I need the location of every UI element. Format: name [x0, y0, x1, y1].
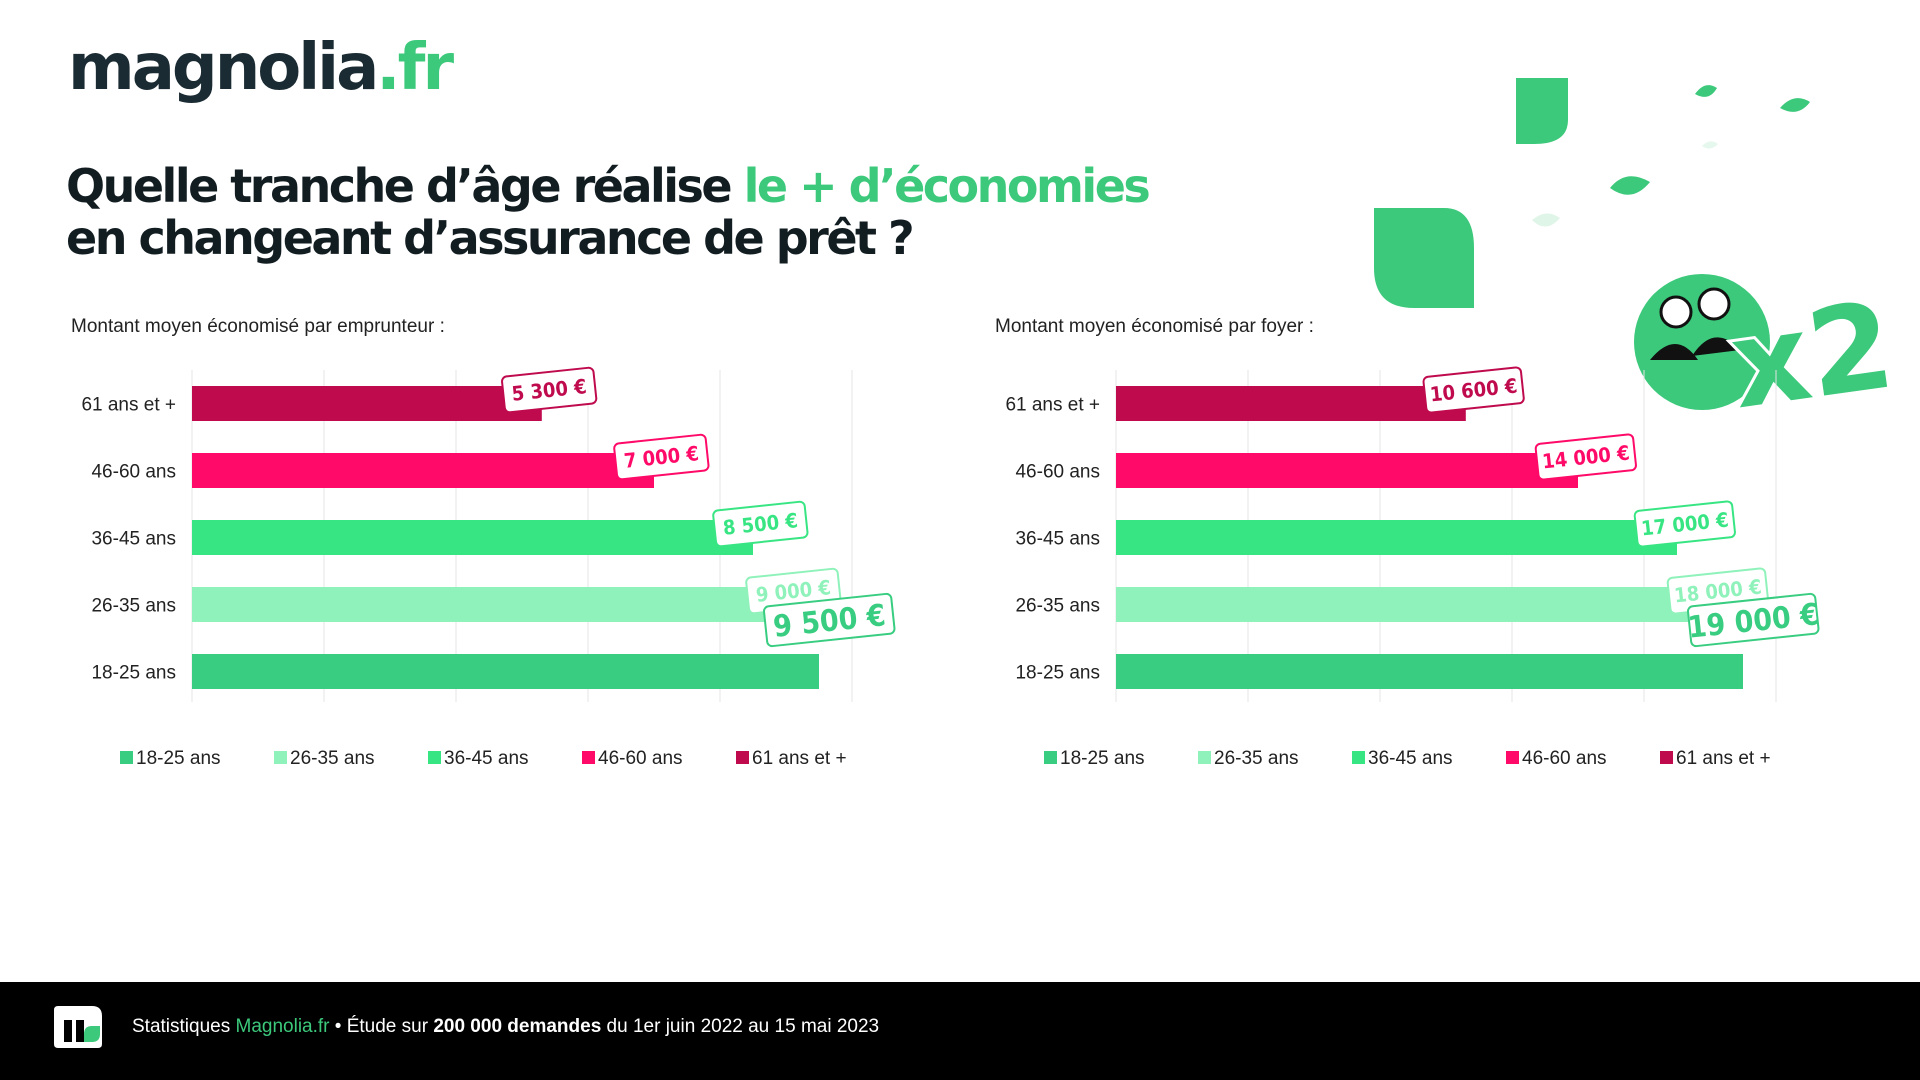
category-label-61-ans-et: 61 ans et +: [81, 395, 176, 416]
category-label-61-ans-et: 61 ans et +: [1005, 395, 1100, 416]
legend-swatch-61-ans-et: [736, 751, 749, 764]
category-label-36-45-ans: 36-45 ans: [1015, 529, 1100, 550]
value-label-36-45-ans: 17 000 €: [1633, 500, 1736, 548]
footer-bar: [0, 982, 1920, 1080]
legend-entry-36-45-ans: 36-45 ans: [444, 748, 529, 769]
chart2-title: Montant moyen économisé par foyer :: [995, 316, 1314, 337]
legend-entry-46-60-ans: 46-60 ans: [598, 748, 683, 769]
page-title: Quelle tranche d’âge réalise le + d’écon…: [66, 159, 1151, 265]
chart-per-borrower: 61 ans et + 5 300 € 46-60 ans 7 000 € 36-45 …: [81, 366, 896, 769]
value-label-36-45-ans: 8 500 €: [712, 500, 809, 548]
decoration-leaves: x2: [1374, 78, 1905, 439]
category-label-18-25-ans: 18-25 ans: [91, 663, 176, 684]
title-part1: Quelle tranche d’âge réalise: [66, 159, 744, 213]
title-line2: en changeant d’assurance de prêt ?: [66, 211, 915, 265]
bar-61-ans-et: [192, 386, 542, 421]
legend-swatch-26-35-ans: [274, 751, 287, 764]
brand-name: magnolia: [68, 31, 379, 105]
legend-swatch-46-60-ans: [1506, 751, 1519, 764]
legend-entry-18-25-ans: 18-25 ans: [1060, 748, 1145, 769]
category-label-46-60-ans: 46-60 ans: [1015, 462, 1100, 483]
chart-per-household: 61 ans et + 10 600 € 46-60 ans 14 000 € 36-4…: [1005, 366, 1821, 769]
category-label-26-35-ans: 26-35 ans: [1015, 596, 1100, 617]
legend-swatch-46-60-ans: [582, 751, 595, 764]
magnolia-m-icon: [54, 1006, 102, 1048]
bar-36-45-ans: [192, 520, 753, 555]
legend-entry-26-35-ans: 26-35 ans: [290, 748, 375, 769]
leaf-icon: [1780, 98, 1810, 112]
legend-entry-61-ans-et: 61 ans et +: [1676, 748, 1771, 769]
bar-46-60-ans: [1116, 453, 1578, 488]
value-label-46-60-ans: 14 000 €: [1534, 433, 1637, 481]
legend-entry-18-25-ans: 18-25 ans: [136, 748, 221, 769]
category-label-36-45-ans: 36-45 ans: [91, 529, 176, 550]
value-label-61-ans-et: 10 600 €: [1422, 366, 1525, 414]
footer-brand-link[interactable]: Magnolia.fr: [235, 1016, 330, 1037]
leaf-icon: [1610, 176, 1650, 195]
legend-entry-61-ans-et: 61 ans et +: [752, 748, 847, 769]
legend-swatch-26-35-ans: [1198, 751, 1211, 764]
person-head-icon: [1659, 295, 1693, 329]
brand-tld: .fr: [376, 31, 454, 105]
leaf-icon: [1516, 78, 1568, 144]
bar-26-35-ans: [1116, 587, 1710, 622]
leaf-icon: [1695, 85, 1717, 97]
bar-18-25-ans: [1116, 654, 1743, 689]
legend-swatch-18-25-ans: [1044, 751, 1057, 764]
chart1-title: Montant moyen économisé par emprunteur :: [71, 316, 445, 337]
legend-entry-36-45-ans: 36-45 ans: [1368, 748, 1453, 769]
bar-61-ans-et: [1116, 386, 1466, 421]
multiplier-text: x2: [1723, 276, 1902, 436]
category-label-46-60-ans: 46-60 ans: [91, 462, 176, 483]
leaf-icon: [1374, 208, 1474, 308]
bar-18-25-ans: [192, 654, 819, 689]
value-label-46-60-ans: 7 000 €: [613, 433, 710, 481]
leaf-icon: [1702, 141, 1718, 149]
title-accent: le + d’économies: [743, 159, 1151, 213]
bar-36-45-ans: [1116, 520, 1677, 555]
category-label-18-25-ans: 18-25 ans: [1015, 663, 1100, 684]
person-head-icon: [1697, 287, 1731, 321]
value-label-18-25-ans: 9 500 €: [762, 592, 896, 648]
value-label-61-ans-et: 5 300 €: [501, 366, 598, 414]
legend-entry-46-60-ans: 46-60 ans: [1522, 748, 1607, 769]
legend-swatch-18-25-ans: [120, 751, 133, 764]
legend-swatch-61-ans-et: [1660, 751, 1673, 764]
bar-26-35-ans: [192, 587, 786, 622]
value-label-18-25-ans: 19 000 €: [1686, 592, 1821, 648]
legend-swatch-36-45-ans: [1352, 751, 1365, 764]
footer-caption: Statistiques Magnolia.fr • Étude sur 200…: [132, 1016, 880, 1037]
leaf-icon: [1532, 213, 1560, 227]
legend-entry-26-35-ans: 26-35 ans: [1214, 748, 1299, 769]
bar-46-60-ans: [192, 453, 654, 488]
category-label-26-35-ans: 26-35 ans: [91, 596, 176, 617]
legend-swatch-36-45-ans: [428, 751, 441, 764]
brand-logo[interactable]: magnolia.fr: [68, 36, 454, 100]
